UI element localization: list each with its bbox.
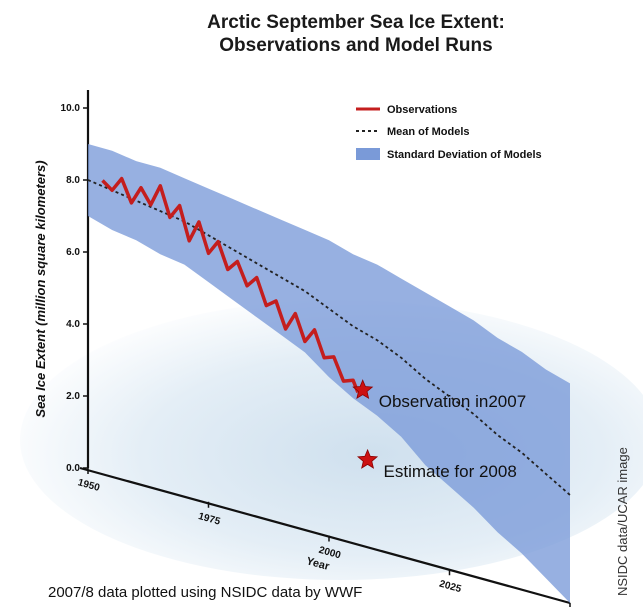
x-axis-label: Year <box>305 555 331 573</box>
y-axis-label: Sea Ice Extent (million square kilometer… <box>33 160 48 417</box>
x-tick-label: 2025 <box>438 579 463 596</box>
x-axis-line <box>79 466 571 605</box>
legend-swatch-std-dev <box>356 148 380 160</box>
annotation-star <box>356 448 379 469</box>
chart-title-line-1: Arctic September Sea Ice Extent: <box>207 12 505 33</box>
y-tick-label: 0.0 <box>66 463 80 474</box>
series-observations-line <box>101 176 360 394</box>
legend-label-observations: Observations <box>387 104 457 116</box>
y-tick-label: 10.0 <box>61 103 81 114</box>
annotation-star <box>352 379 374 400</box>
legend-label-std-dev: Standard Deviation of Models <box>387 149 542 161</box>
y-tick-label: 4.0 <box>66 319 80 330</box>
bottom-credit: 2007/8 data plotted using NSIDC data by … <box>48 584 362 601</box>
y-ticks: 0.0 2.0 4.0 6.0 8.0 10.0 <box>61 103 88 474</box>
legend: Observations Mean of Models Standard Dev… <box>356 104 542 161</box>
annotation-label: Estimate for 2008 <box>384 462 517 481</box>
annotation-label: Observation in2007 <box>379 392 526 411</box>
series-std-dev-band <box>88 144 570 603</box>
y-tick-label: 8.0 <box>66 175 80 186</box>
y-tick-label: 2.0 <box>66 391 80 402</box>
legend-label-mean: Mean of Models <box>387 126 470 138</box>
side-credit: NSIDC data/UCAR image <box>615 447 630 596</box>
annotation-markers: Observation in2007 Estimate for 2008 <box>352 379 526 481</box>
y-tick-label: 6.0 <box>66 247 80 258</box>
series-mean-of-models-line <box>87 179 571 496</box>
chart-title-line-2: Observations and Model Runs <box>219 35 492 56</box>
